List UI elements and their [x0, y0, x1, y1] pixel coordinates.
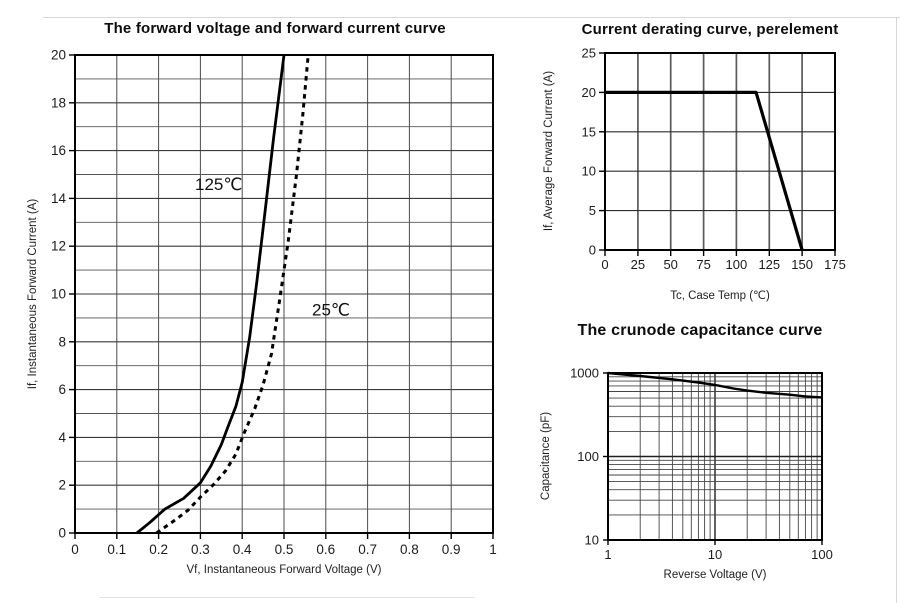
chart-title: Current derating curve, perelement [581, 21, 839, 38]
svg-text:0.8: 0.8 [400, 542, 419, 557]
svg-text:10: 10 [585, 533, 599, 548]
svg-text:100: 100 [811, 547, 833, 562]
svg-text:5: 5 [589, 203, 596, 218]
svg-text:0.6: 0.6 [316, 542, 335, 557]
page-rule-right [896, 17, 897, 603]
curve-derating [605, 90, 804, 251]
curve-label-25: 25℃ [312, 301, 350, 320]
svg-text:50: 50 [663, 257, 677, 272]
tick-marks [603, 372, 823, 545]
gridlines [74, 54, 494, 534]
svg-text:0: 0 [71, 542, 79, 557]
svg-text:1: 1 [489, 542, 497, 557]
svg-text:175: 175 [824, 257, 846, 272]
gridlines [604, 52, 836, 251]
svg-text:100: 100 [726, 257, 748, 272]
svg-text:0: 0 [58, 526, 66, 541]
svg-text:1000: 1000 [570, 366, 599, 381]
svg-text:0: 0 [601, 257, 608, 272]
plot-area: 1 10 100 10 100 1000 [570, 366, 833, 563]
plot-area: 125℃25℃0 0.1 0.2 0.3 0.4 0.5 0.6 0.7 0.8 0.9 10246… [51, 48, 497, 558]
chart-title: The crunode capacitance curve [577, 322, 823, 339]
svg-text:150: 150 [791, 257, 813, 272]
x-tick-labels: 0 25 50 75 100 125 150 175 [601, 257, 845, 272]
curve-label-125: 125℃ [195, 175, 242, 194]
curve-capacitance [607, 371, 823, 399]
svg-text:0.9: 0.9 [442, 542, 461, 557]
x-axis-label: Tc, Case Temp (℃) [670, 290, 770, 302]
curve-125 [136, 54, 286, 535]
svg-text:6: 6 [58, 382, 66, 397]
svg-text:10: 10 [51, 287, 66, 302]
y-tick-labels: 0 5 10 15 20 25 [582, 46, 596, 258]
svg-text:25: 25 [582, 46, 596, 61]
gridlines [607, 372, 823, 541]
svg-text:0.5: 0.5 [275, 542, 294, 557]
chart-title: The forward voltage and forward current … [104, 20, 446, 37]
svg-text:0.4: 0.4 [233, 542, 252, 557]
page-rule-bottom [100, 597, 475, 598]
svg-text:1: 1 [604, 547, 611, 562]
page-rule-top [43, 17, 900, 18]
y-tick-labels: 0 2 4 6 8 10 12 14 16 18 20 [51, 48, 67, 541]
svg-text:0.7: 0.7 [358, 542, 377, 557]
svg-text:16: 16 [51, 143, 66, 158]
x-axis-label: Vf, Instantaneous Forward Voltage (V) [186, 564, 382, 576]
svg-text:0: 0 [589, 243, 596, 258]
plot-area: 0 25 50 75 100 125 150 175 0 5 10 15 20 25 [582, 46, 846, 273]
svg-text:2: 2 [58, 478, 66, 493]
forward-voltage-current-chart: The forward voltage and forward current … [27, 20, 497, 576]
svg-text:10: 10 [708, 547, 722, 562]
svg-text:100: 100 [577, 449, 599, 464]
svg-text:75: 75 [696, 257, 710, 272]
svg-text:8: 8 [58, 334, 66, 349]
curve-25 [155, 54, 310, 535]
y-tick-labels: 10 100 1000 [570, 366, 599, 548]
x-tick-labels: 0 0.1 0.2 0.3 0.4 0.5 0.6 0.7 0.8 0.9 1 [71, 542, 497, 557]
svg-text:0.1: 0.1 [107, 542, 126, 557]
svg-text:14: 14 [51, 191, 67, 206]
x-tick-labels: 1 10 100 [604, 547, 832, 562]
svg-text:18: 18 [51, 95, 66, 110]
x-axis-label: Reverse Voltage (V) [663, 569, 767, 581]
svg-text:10: 10 [582, 164, 596, 179]
tick-marks [599, 52, 836, 256]
svg-text:20: 20 [582, 85, 596, 100]
svg-text:20: 20 [51, 48, 66, 63]
current-derating-chart: Current derating curve, perelement If, A… [520, 0, 900, 310]
svg-text:125: 125 [758, 257, 780, 272]
svg-text:0.2: 0.2 [149, 542, 168, 557]
crunode-capacitance-chart: The crunode capacitance curve Capacitanc… [520, 310, 900, 603]
svg-text:25: 25 [631, 257, 645, 272]
svg-text:12: 12 [51, 239, 66, 254]
svg-text:4: 4 [58, 430, 66, 445]
tick-marks [69, 54, 494, 539]
svg-text:15: 15 [582, 124, 596, 139]
plot-border [604, 52, 836, 251]
svg-text:0.3: 0.3 [191, 542, 210, 557]
